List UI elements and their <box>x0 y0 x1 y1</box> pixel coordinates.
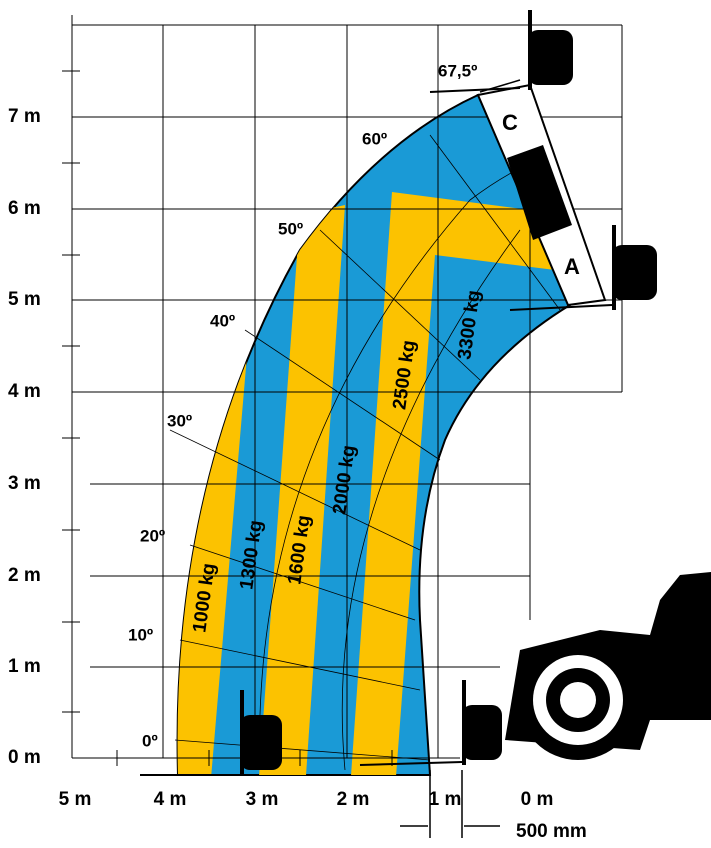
y-axis-label: 2 m <box>8 565 41 586</box>
x-axis-label: 1 m <box>429 789 462 810</box>
x-axis-label: 4 m <box>154 789 187 810</box>
dimension-label: 500 mm <box>516 821 587 842</box>
x-axis-label: 5 m <box>59 789 92 810</box>
angle-label: 20º <box>140 526 165 545</box>
y-axis-label: 4 m <box>8 381 41 402</box>
y-axis-label: 3 m <box>8 473 41 494</box>
angle-label: 67,5º <box>438 61 477 80</box>
machine <box>505 572 711 760</box>
boom-section-label: B <box>533 182 549 207</box>
x-axis-label: 3 m <box>246 789 279 810</box>
boom-section-label: C <box>502 110 518 135</box>
angle-label: 60º <box>362 129 387 148</box>
load-chart: 0 m 1 m 2 m 3 m 4 m 5 m 6 m 7 m 5 m 4 m 3 m 2 m 1 m 0… <box>0 0 711 848</box>
boom-section-label: A <box>564 254 580 279</box>
load-zones <box>150 95 570 790</box>
y-axis-label: 1 m <box>8 656 41 677</box>
angle-label: 10º <box>128 625 153 644</box>
x-axis-label: 2 m <box>337 789 370 810</box>
y-axis-label: 6 m <box>8 198 41 219</box>
angle-label: 0º <box>142 731 158 750</box>
x-axis-label: 0 m <box>521 789 554 810</box>
angle-label: 50º <box>278 219 303 238</box>
y-axis-label: 7 m <box>8 106 41 127</box>
angle-label: 30º <box>167 411 192 430</box>
y-axis-label: 5 m <box>8 289 41 310</box>
angle-label: 40º <box>210 311 235 330</box>
y-axis-label: 0 m <box>8 747 41 768</box>
